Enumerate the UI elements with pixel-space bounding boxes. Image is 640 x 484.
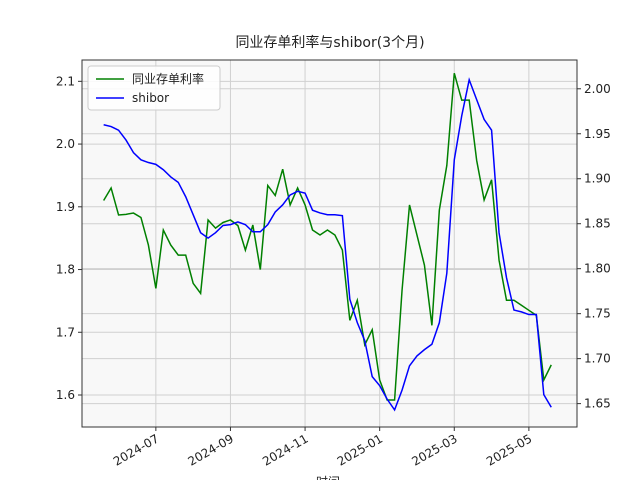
x-tick-label: 2025-01 [335, 431, 385, 468]
y-tick-label: 2.0 [56, 137, 75, 151]
y2-tick-label: 1.70 [584, 352, 611, 366]
y2-tick-label: 1.75 [584, 307, 611, 321]
y-tick-label: 1.8 [56, 263, 75, 277]
y2-tick-label: 1.80 [584, 262, 611, 276]
y2-tick-label: 1.90 [584, 172, 611, 186]
plot-frame [81, 59, 578, 428]
x-tick-label: 2024-07 [111, 431, 161, 468]
y-tick-label: 1.7 [56, 325, 75, 339]
legend-label: shibor [132, 91, 169, 105]
y2-tick-label: 1.85 [584, 217, 611, 231]
y2-tick-label: 2.00 [584, 82, 611, 96]
y-tick-label: 1.6 [56, 388, 75, 402]
legend-box [87, 65, 221, 111]
x-tick-label: 2025-05 [484, 431, 534, 468]
y-tick-label: 2.1 [56, 74, 75, 88]
chart-title: 同业存单利率与shibor(3个月) [235, 34, 424, 51]
series-line [103, 77, 552, 412]
y-tick-label: 1.9 [56, 200, 75, 214]
plot-area [82, 60, 577, 427]
x-tick-label: 2024-11 [260, 431, 310, 468]
legend-label: 同业存单利率 [132, 71, 204, 86]
x-axis-label: 时间 [316, 475, 340, 480]
x-tick-label: 2024-09 [186, 431, 236, 468]
y2-tick-label: 1.65 [584, 397, 611, 411]
series-line [102, 72, 552, 401]
y2-tick-label: 1.95 [584, 127, 611, 141]
x-tick-label: 2025-03 [409, 431, 459, 468]
